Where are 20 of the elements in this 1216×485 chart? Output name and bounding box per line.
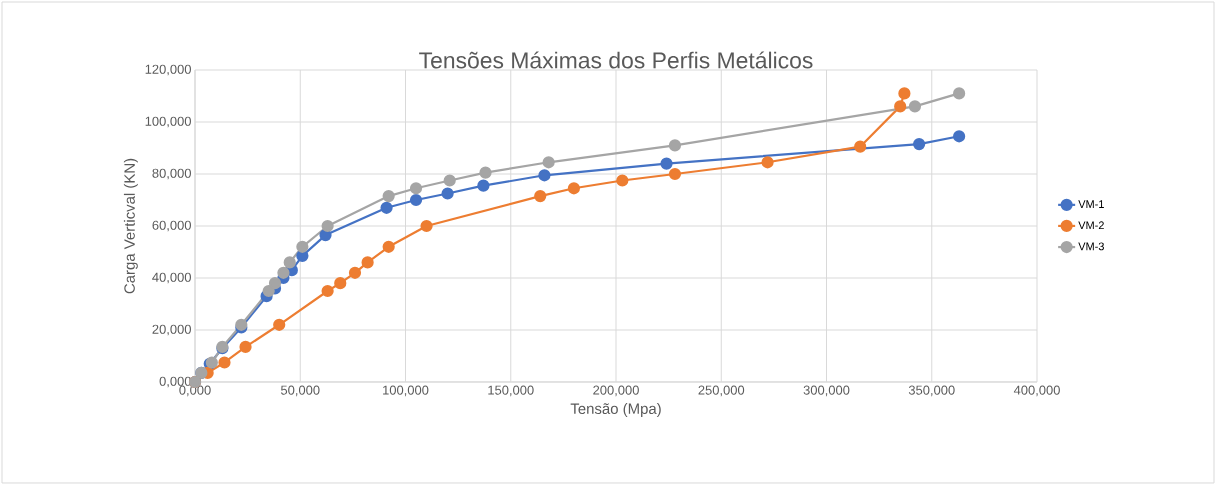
x-tick-label: 400,000 — [1013, 385, 1060, 397]
y-tick-label: 40,000 — [152, 272, 191, 284]
y-axis-title: Carga Verticval (KN) — [123, 158, 138, 294]
chart-title: Tensões Máximas dos Perfis Metálicos — [419, 51, 813, 69]
x-axis-title: Tensão (Mpa) — [570, 403, 661, 417]
y-tick-label: 60,000 — [152, 220, 191, 232]
x-tick-label: 350,000 — [908, 385, 955, 397]
x-tick-label: 250,000 — [698, 385, 745, 397]
legend-label: VM-2 — [1078, 221, 1104, 230]
legend-label: VM-1 — [1078, 200, 1104, 208]
y-tick-label: 100,000 — [145, 116, 191, 128]
y-tick-label: 20,000 — [152, 324, 191, 336]
x-tick-label: 300,000 — [803, 385, 850, 397]
y-tick-label: 80,000 — [152, 168, 191, 180]
legend-label: VM-3 — [1078, 242, 1104, 251]
x-tick-label: 100,000 — [383, 385, 429, 397]
x-tick-label: 200,000 — [593, 385, 639, 397]
y-tick-label: 120,000 — [145, 64, 191, 76]
x-tick-label: 150,000 — [488, 385, 534, 397]
x-tick-label: 50,000 — [280, 385, 320, 397]
